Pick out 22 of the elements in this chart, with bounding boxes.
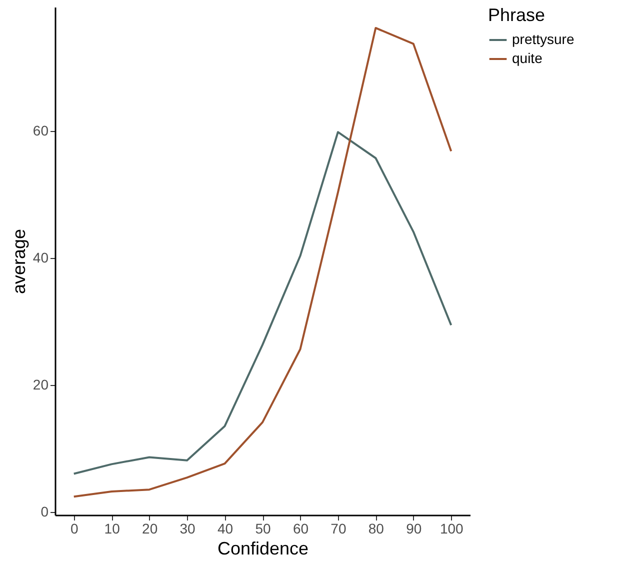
x-tick-label: 20 bbox=[142, 520, 158, 536]
line-series bbox=[72, 26, 452, 498]
x-tick-label: 10 bbox=[104, 520, 120, 536]
x-axis-title: Confidence bbox=[217, 538, 309, 558]
x-tick-label: 100 bbox=[440, 520, 464, 536]
x-tick-label: 90 bbox=[406, 520, 422, 536]
x-tick-label: 40 bbox=[217, 520, 234, 536]
y-tick-label: 0 bbox=[40, 503, 49, 520]
legend-label: prettysure bbox=[512, 31, 574, 47]
y-tick-label: 60 bbox=[32, 122, 49, 138]
legend-title: Phrase bbox=[488, 5, 546, 25]
y-tick-label: 40 bbox=[32, 249, 49, 266]
x-tick-label: 0 bbox=[70, 520, 78, 536]
x-tick-label: 60 bbox=[292, 520, 309, 536]
x-tick-label: 30 bbox=[180, 520, 196, 536]
y-tick-label: 20 bbox=[32, 376, 49, 392]
y-axis-title: average bbox=[8, 228, 29, 294]
x-tick-label: 70 bbox=[330, 520, 346, 536]
x-tick-label: 50 bbox=[255, 520, 271, 536]
x-tick-label: 80 bbox=[368, 520, 384, 536]
legend-label: quite bbox=[512, 50, 543, 66]
line-series bbox=[72, 131, 452, 475]
